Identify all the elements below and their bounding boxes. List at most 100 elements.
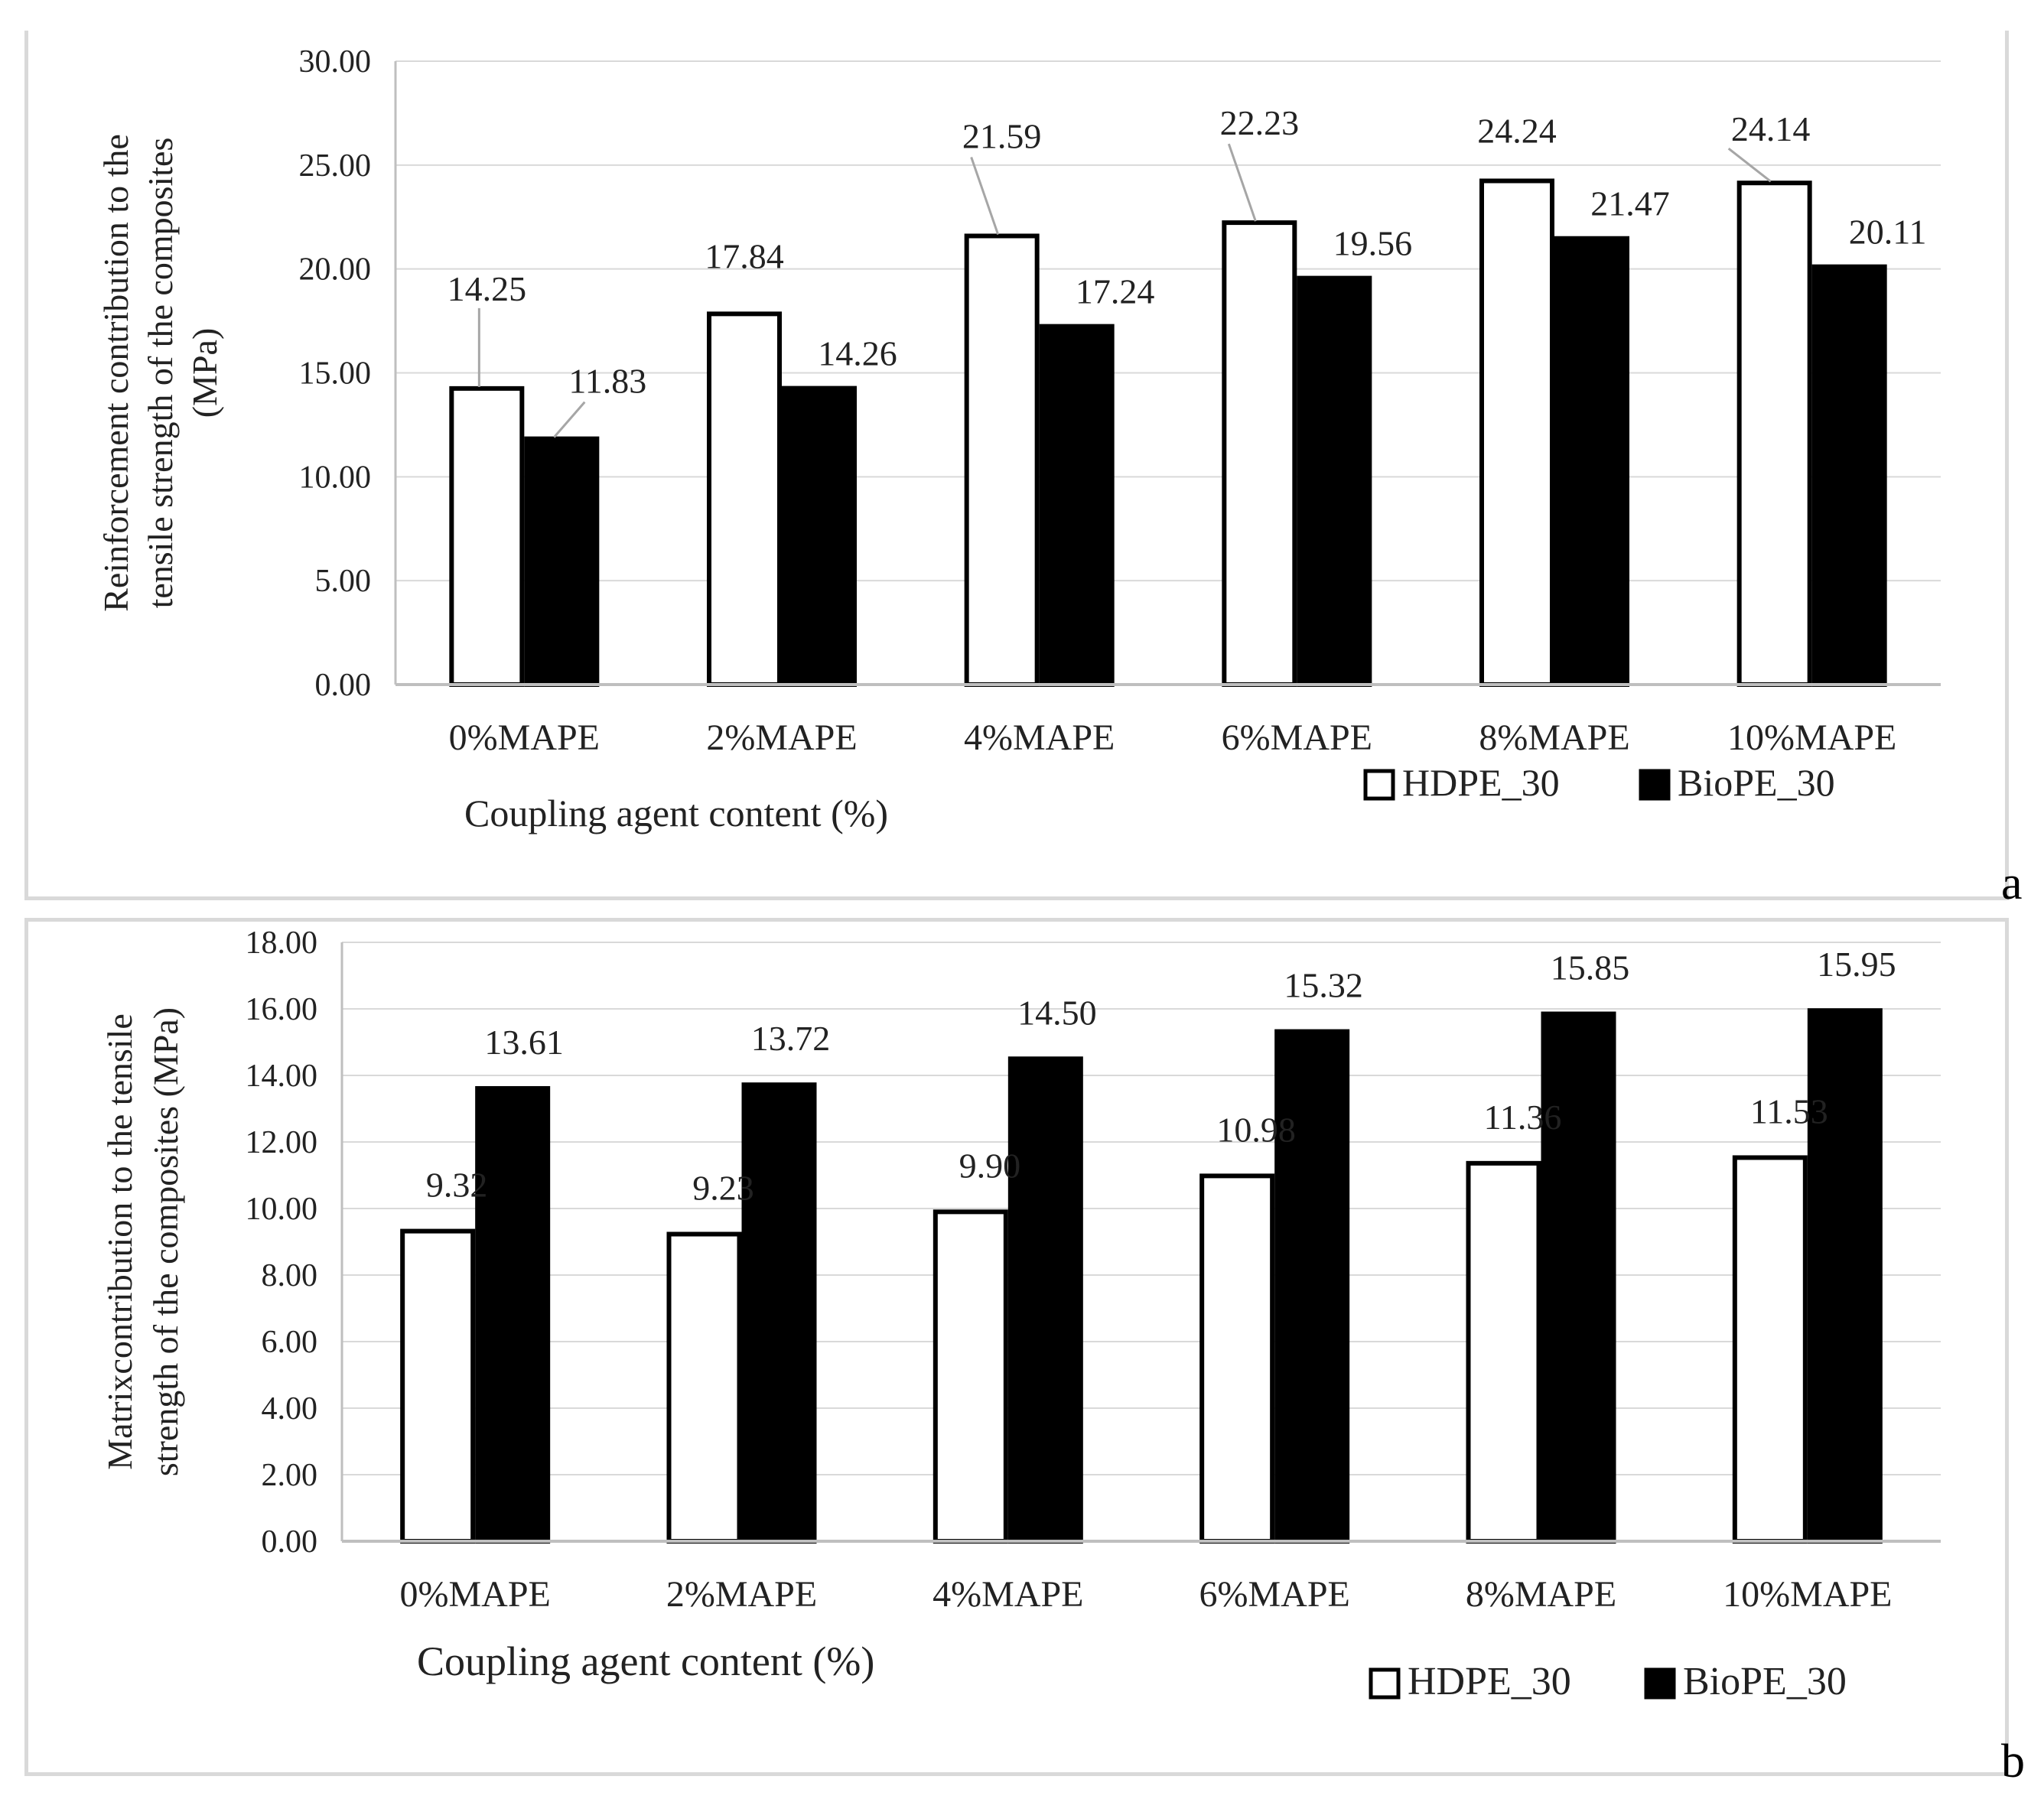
data-label: 14.26 — [818, 334, 897, 373]
y-tick-label: 5.00 — [315, 564, 372, 599]
y-tick-label: 15.00 — [299, 356, 372, 392]
y-axis-title-line: tensile strength of the composites — [141, 138, 180, 609]
y-tick-label: 20.00 — [299, 252, 372, 288]
y-tick-label: 12.00 — [246, 1125, 318, 1160]
y-tick-label: 30.00 — [299, 44, 372, 80]
y-tick-label: 6.00 — [262, 1325, 318, 1360]
category-label: 2%MAPE — [706, 717, 857, 758]
bar-hdpe-30 — [666, 1231, 742, 1544]
y-tick-label: 2.00 — [262, 1458, 318, 1493]
bar-hdpe-30 — [1466, 1160, 1541, 1544]
data-label: 9.32 — [426, 1166, 488, 1205]
category-label: 10%MAPE — [1727, 717, 1896, 758]
data-label: 11.83 — [568, 362, 646, 401]
leader-line — [553, 401, 586, 438]
y-tick-label: 10.00 — [299, 460, 372, 495]
data-label: 17.84 — [705, 236, 784, 275]
bar-biope-30 — [1554, 236, 1629, 687]
leader-line — [1727, 148, 1772, 183]
data-label: 11.53 — [1750, 1091, 1828, 1130]
data-label: 15.85 — [1551, 948, 1630, 987]
y-tick-label: 14.00 — [246, 1059, 318, 1094]
data-label: 13.72 — [751, 1019, 831, 1058]
data-label: 22.23 — [1220, 103, 1300, 142]
data-label: 21.59 — [962, 116, 1042, 155]
category-label: 0%MAPE — [449, 717, 600, 758]
y-tick-label: 0.00 — [315, 668, 372, 703]
legend-label: BioPE_30 — [1683, 1660, 1847, 1703]
legend-label: HDPE_30 — [1402, 761, 1560, 804]
bar-biope-30 — [1541, 1011, 1616, 1544]
bar-hdpe-30 — [964, 233, 1040, 687]
y-axis-title-line: strength of the composites (MPa) — [146, 1007, 185, 1476]
data-label: 24.14 — [1731, 109, 1811, 148]
data-label: 21.47 — [1590, 184, 1670, 223]
data-label: 9.23 — [692, 1168, 754, 1207]
data-label: 13.61 — [484, 1023, 564, 1062]
category-label: 0%MAPE — [399, 1574, 550, 1615]
bar-hdpe-30 — [1479, 178, 1554, 688]
legend-swatch-biope-30 — [1644, 1667, 1676, 1700]
chart-panel-b: 0.00 2.00 4.00 6.00 8.00 10.00 12.00 14.00 16.00… — [24, 918, 2009, 1776]
data-label: 14.50 — [1017, 993, 1097, 1032]
bar-hdpe-30 — [1732, 1155, 1808, 1544]
data-label: 17.24 — [1076, 272, 1155, 311]
x-axis-title: Coupling agent content (%) — [417, 1638, 874, 1684]
category-label: 4%MAPE — [932, 1574, 1083, 1615]
bar-biope-30 — [524, 436, 600, 687]
bar-hdpe-30 — [1222, 220, 1297, 687]
category-label: 8%MAPE — [1479, 717, 1629, 758]
y-tick-label: 0.00 — [262, 1524, 318, 1560]
bar-biope-30 — [1297, 275, 1372, 687]
chart-a-svg: 0.00 5.00 10.00 15.00 20.00 25.00 30.00 0%MAPE 2… — [96, 44, 1941, 834]
data-label: 11.36 — [1484, 1098, 1562, 1137]
bar-biope-30 — [1274, 1029, 1350, 1544]
bar-biope-30 — [782, 386, 857, 687]
data-label: 19.56 — [1333, 224, 1413, 263]
y-tick-label: 25.00 — [299, 148, 372, 184]
legend-swatch-hdpe-30 — [1369, 1667, 1401, 1700]
y-axis-title-line: Matrixcontribution to the tensile — [100, 1013, 139, 1470]
bar-hdpe-30 — [707, 311, 782, 687]
data-label: 10.98 — [1216, 1110, 1296, 1149]
legend-swatch-hdpe-30 — [1363, 769, 1395, 801]
y-tick-label: 8.00 — [262, 1258, 318, 1293]
data-label: 20.11 — [1849, 213, 1927, 252]
y-axis-title-line: (MPa) — [185, 328, 224, 418]
category-label: 8%MAPE — [1466, 1574, 1616, 1615]
data-label: 15.95 — [1817, 945, 1896, 984]
bar-biope-30 — [1039, 324, 1115, 687]
panel-letter-a: a — [2001, 857, 2023, 909]
panel-letter-b: b — [2001, 1736, 2025, 1788]
y-tick-label: 10.00 — [246, 1192, 318, 1227]
category-label: 6%MAPE — [1199, 1574, 1349, 1615]
legend-label: BioPE_30 — [1678, 761, 1835, 804]
y-tick-label: 16.00 — [246, 992, 318, 1027]
bar-biope-30 — [1811, 264, 1887, 687]
bar-biope-30 — [741, 1082, 817, 1544]
bar-biope-30 — [475, 1085, 551, 1544]
data-label: 9.90 — [959, 1146, 1021, 1185]
bar-hdpe-30 — [400, 1228, 476, 1544]
bar-hdpe-30 — [1199, 1173, 1275, 1544]
y-tick-label: 4.00 — [262, 1391, 318, 1427]
y-axis-title-line: Reinforcement contribution to the — [96, 134, 135, 612]
bar-hdpe-30 — [449, 386, 525, 687]
x-axis-title: Coupling agent content (%) — [464, 792, 888, 834]
legend-label: HDPE_30 — [1408, 1660, 1571, 1703]
bar-biope-30 — [1007, 1056, 1083, 1544]
leader-line — [1227, 143, 1257, 222]
chart-b-svg: 0.00 2.00 4.00 6.00 8.00 10.00 12.00 14.00 16.00… — [100, 926, 1941, 1703]
category-label: 4%MAPE — [964, 717, 1115, 758]
chart-panel-a: 0.00 5.00 10.00 15.00 20.00 25.00 30.00 0%MAPE 2… — [24, 31, 2009, 900]
legend-swatch-biope-30 — [1639, 769, 1671, 801]
data-label: 15.32 — [1284, 966, 1363, 1005]
leader-line — [970, 156, 1000, 235]
bar-biope-30 — [1807, 1008, 1883, 1544]
data-label: 14.25 — [448, 269, 527, 308]
category-label: 6%MAPE — [1222, 717, 1372, 758]
category-label: 2%MAPE — [666, 1574, 817, 1615]
category-label: 10%MAPE — [1723, 1574, 1892, 1615]
bar-hdpe-30 — [1736, 181, 1812, 688]
data-label: 24.24 — [1477, 111, 1557, 150]
